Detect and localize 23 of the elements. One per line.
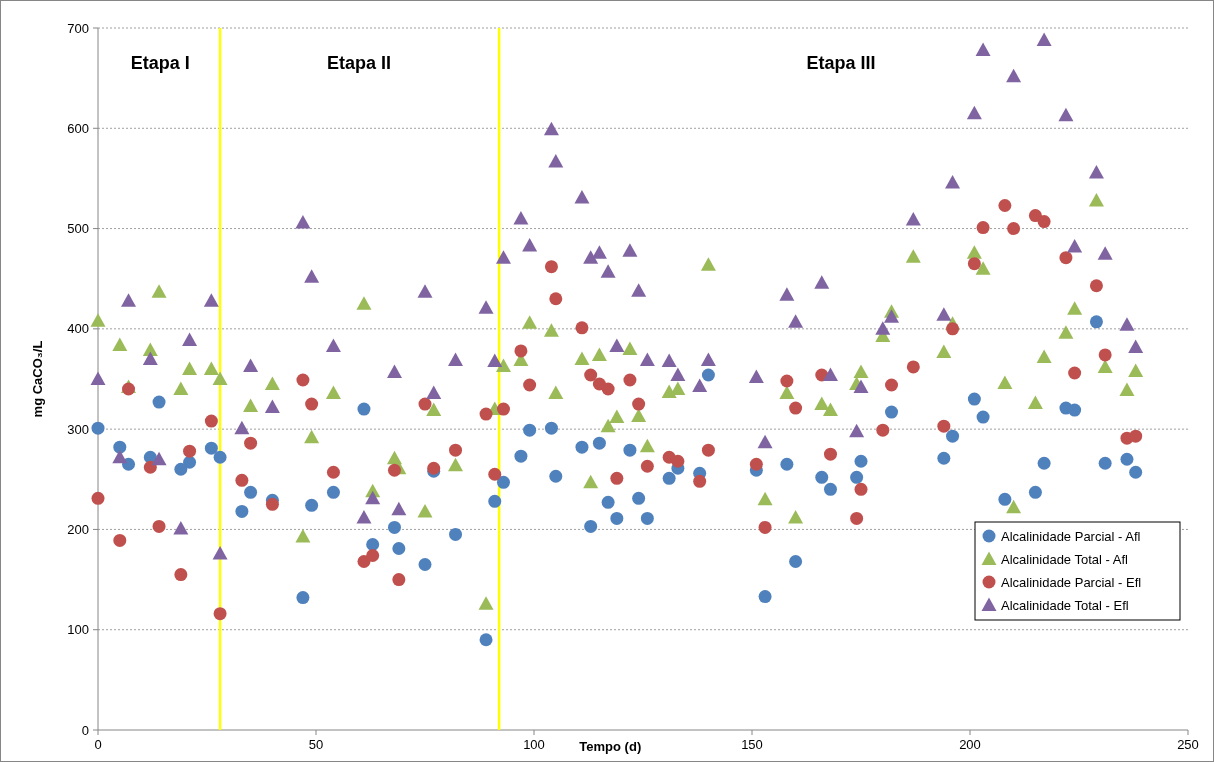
y-tick-label: 100 <box>67 622 89 638</box>
x-axis-title: Tempo (d) <box>579 739 642 754</box>
x-tick-label: 0 <box>94 737 102 752</box>
y-tick-label: 500 <box>67 221 89 237</box>
y-tick-label: 700 <box>67 20 89 36</box>
legend-label: Alcalinidade Parcial - Efl <box>1001 574 1142 590</box>
x-tick-label: 200 <box>959 737 981 752</box>
legend-label: Alcalinidade Total - Afl <box>1001 551 1129 567</box>
annotation: Etapa II <box>326 53 391 74</box>
x-tick-label: 150 <box>741 737 763 752</box>
x-tick-label: 250 <box>1177 737 1199 752</box>
annotation: Etapa I <box>130 53 190 74</box>
x-tick-label: 50 <box>308 737 324 752</box>
y-tick-label: 400 <box>67 321 89 337</box>
y-tick-label: 0 <box>81 722 89 738</box>
y-tick-label: 300 <box>67 421 89 437</box>
legend-label: Alcalinidade Parcial - Afl <box>1001 528 1141 544</box>
legend-label: Alcalinidade Total - Efl <box>1001 597 1129 613</box>
y-axis-title: mg CaCO₃/L <box>30 340 45 418</box>
y-tick-label: 200 <box>67 521 89 537</box>
y-tick-label: 600 <box>67 120 89 136</box>
x-tick-label: 100 <box>523 737 545 752</box>
annotation: Etapa III <box>806 53 876 74</box>
